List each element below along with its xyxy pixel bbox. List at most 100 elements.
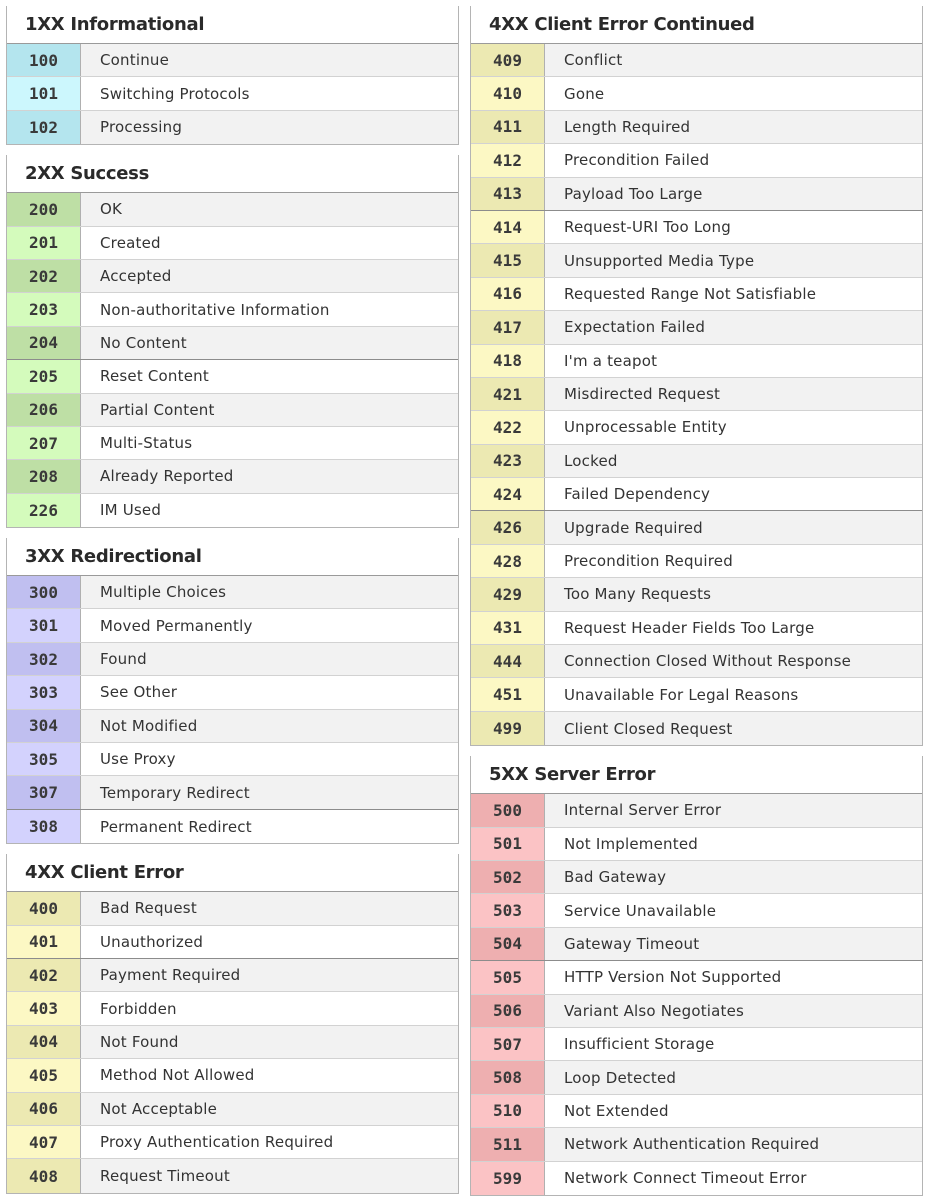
- status-row: 206 Partial Content: [7, 393, 458, 427]
- status-description: Not Acceptable: [81, 1092, 458, 1125]
- status-code: 412: [471, 144, 545, 177]
- status-row: 413 Payload Too Large: [471, 177, 922, 211]
- status-code: 101: [7, 77, 81, 110]
- status-code: 300: [7, 576, 81, 609]
- status-description: Reset Content: [81, 360, 458, 393]
- status-description: No Content: [81, 326, 458, 360]
- status-description: Unauthorized: [81, 925, 458, 958]
- status-code: 428: [471, 544, 545, 578]
- status-code: 307: [7, 776, 81, 809]
- status-code: 203: [7, 293, 81, 326]
- status-description: Partial Content: [81, 393, 458, 426]
- status-row: 503 Service Unavailable: [471, 894, 922, 928]
- status-description: Moved Permanently: [81, 609, 458, 642]
- status-code: 424: [471, 478, 545, 511]
- section-title: 5XX Server Error: [471, 756, 922, 795]
- section-title: 4XX Client Error: [7, 854, 458, 893]
- status-row: 431 Request Header Fields Too Large: [471, 611, 922, 646]
- status-row: 304 Not Modified: [7, 709, 458, 744]
- status-code: 422: [471, 411, 545, 444]
- status-row: 423 Locked: [471, 444, 922, 479]
- status-row: 402 Payment Required: [7, 958, 458, 993]
- status-description: Length Required: [545, 110, 922, 144]
- status-description: Permanent Redirect: [81, 809, 458, 844]
- status-description: Use Proxy: [81, 743, 458, 776]
- section-title: 2XX Success: [7, 155, 458, 194]
- status-row: 201 Created: [7, 226, 458, 260]
- status-row: 511 Network Authentication Required: [471, 1128, 922, 1162]
- status-code: 400: [7, 892, 81, 925]
- status-code: 415: [471, 244, 545, 277]
- status-code: 402: [7, 958, 81, 992]
- status-row: 409 Conflict: [471, 44, 922, 78]
- status-row: 303 See Other: [7, 676, 458, 710]
- status-section-4xx: 4XX Client Error 400 Bad Request 401 Unautho…: [6, 854, 459, 1194]
- status-description: Bad Request: [81, 892, 458, 925]
- status-row: 451 Unavailable For Legal Reasons: [471, 678, 922, 712]
- status-description: Multiple Choices: [81, 576, 458, 609]
- status-code: 304: [7, 709, 81, 743]
- status-code: 206: [7, 393, 81, 426]
- status-row: 200 OK: [7, 193, 458, 227]
- status-code: 504: [471, 927, 545, 961]
- status-description: Continue: [81, 44, 458, 77]
- status-code: 451: [471, 678, 545, 711]
- status-code: 505: [471, 961, 545, 994]
- status-code: 407: [7, 1125, 81, 1159]
- status-code: 301: [7, 609, 81, 642]
- status-description: Multi-Status: [81, 426, 458, 460]
- status-code: 510: [471, 1094, 545, 1128]
- status-code: 401: [7, 925, 81, 958]
- status-row: 404 Not Found: [7, 1025, 458, 1060]
- status-row: 400 Bad Request: [7, 892, 458, 926]
- status-description: Insufficient Storage: [545, 1027, 922, 1061]
- section-title: 4XX Client Error Continued: [471, 6, 922, 44]
- status-section-1xx: 1XX Informational 100 Continue 101 Switching…: [6, 6, 459, 146]
- status-row: 202 Accepted: [7, 259, 458, 294]
- status-description: Too Many Requests: [545, 578, 922, 611]
- status-code: 208: [7, 460, 81, 493]
- status-row: 429 Too Many Requests: [471, 578, 922, 612]
- status-row: 416 Requested Range Not Satisfiable: [471, 277, 922, 312]
- status-code: 507: [471, 1027, 545, 1061]
- status-code: 431: [471, 611, 545, 645]
- status-code: 444: [471, 645, 545, 678]
- status-row: 507 Insufficient Storage: [471, 1027, 922, 1062]
- status-description: Connection Closed Without Response: [545, 645, 922, 678]
- status-description: Precondition Required: [545, 544, 922, 578]
- status-code: 599: [471, 1161, 545, 1195]
- status-description: Requested Range Not Satisfiable: [545, 277, 922, 311]
- status-row: 599 Network Connect Timeout Error: [471, 1161, 922, 1195]
- status-code: 414: [471, 210, 545, 244]
- status-row: 428 Precondition Required: [471, 544, 922, 579]
- status-row: 421 Misdirected Request: [471, 377, 922, 412]
- status-row: 205 Reset Content: [7, 360, 458, 394]
- status-code: 303: [7, 676, 81, 709]
- status-description: Not Modified: [81, 709, 458, 743]
- status-description: Already Reported: [81, 460, 458, 493]
- status-description: Service Unavailable: [545, 894, 922, 927]
- status-code: 411: [471, 110, 545, 144]
- status-code: 308: [7, 809, 81, 844]
- left-column: 1XX Informational 100 Continue 101 Switching…: [6, 0, 459, 1194]
- status-description: Client Closed Request: [545, 711, 922, 746]
- status-description: Not Implemented: [545, 827, 922, 860]
- status-row: 300 Multiple Choices: [7, 576, 458, 610]
- status-row: 506 Variant Also Negotiates: [471, 994, 922, 1028]
- status-row: 407 Proxy Authentication Required: [7, 1125, 458, 1160]
- status-row: 504 Gateway Timeout: [471, 927, 922, 962]
- status-code: 506: [471, 994, 545, 1027]
- status-description: Network Authentication Required: [545, 1128, 922, 1161]
- status-code: 423: [471, 444, 545, 478]
- status-code: 406: [7, 1092, 81, 1125]
- right-column: 4XX Client Error Continued 409 Conflict 410…: [470, 0, 923, 1196]
- status-row: 406 Not Acceptable: [7, 1092, 458, 1126]
- status-row: 510 Not Extended: [471, 1094, 922, 1129]
- status-row: 301 Moved Permanently: [7, 609, 458, 643]
- status-row: 208 Already Reported: [7, 460, 458, 494]
- status-description: Loop Detected: [545, 1061, 922, 1094]
- status-description: Non-authoritative Information: [81, 293, 458, 326]
- status-row: 411 Length Required: [471, 110, 922, 145]
- status-description: OK: [81, 193, 458, 226]
- status-description: Proxy Authentication Required: [81, 1125, 458, 1159]
